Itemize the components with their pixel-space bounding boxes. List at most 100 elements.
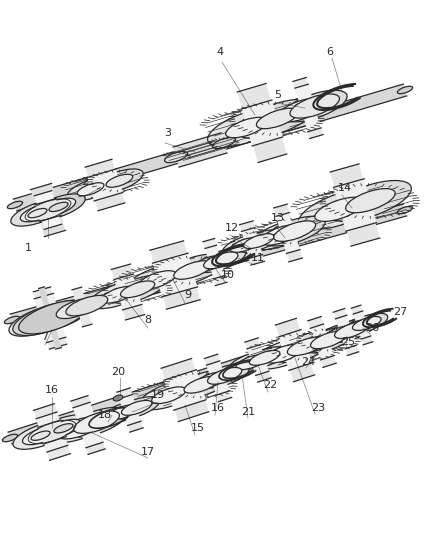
Ellipse shape xyxy=(170,370,231,400)
Ellipse shape xyxy=(242,346,287,369)
Ellipse shape xyxy=(252,337,317,369)
Ellipse shape xyxy=(237,99,316,138)
Ellipse shape xyxy=(208,367,242,384)
Polygon shape xyxy=(353,311,371,339)
Ellipse shape xyxy=(315,197,364,221)
Ellipse shape xyxy=(289,331,342,357)
Ellipse shape xyxy=(200,364,249,388)
Text: 1: 1 xyxy=(25,243,32,253)
Polygon shape xyxy=(247,344,269,375)
Text: 23: 23 xyxy=(311,403,325,413)
Ellipse shape xyxy=(335,322,369,338)
Polygon shape xyxy=(35,191,62,229)
Ellipse shape xyxy=(77,183,104,196)
Ellipse shape xyxy=(346,313,388,334)
Polygon shape xyxy=(203,238,227,286)
Polygon shape xyxy=(205,245,225,279)
Ellipse shape xyxy=(18,301,87,334)
Polygon shape xyxy=(173,133,227,167)
Text: 9: 9 xyxy=(184,290,191,300)
Ellipse shape xyxy=(31,431,50,440)
Text: 16: 16 xyxy=(45,385,59,395)
Ellipse shape xyxy=(336,316,378,337)
Polygon shape xyxy=(150,241,200,309)
Text: 16: 16 xyxy=(211,403,225,413)
Ellipse shape xyxy=(328,181,411,221)
Text: 21: 21 xyxy=(241,407,255,417)
Ellipse shape xyxy=(26,300,91,332)
Ellipse shape xyxy=(67,177,117,201)
Text: 24: 24 xyxy=(301,357,315,367)
Ellipse shape xyxy=(249,350,280,365)
Ellipse shape xyxy=(100,401,146,423)
Ellipse shape xyxy=(315,322,365,346)
Ellipse shape xyxy=(251,220,312,250)
Text: 6: 6 xyxy=(326,47,333,57)
Ellipse shape xyxy=(287,337,325,356)
Ellipse shape xyxy=(16,309,65,333)
Ellipse shape xyxy=(34,415,91,442)
Ellipse shape xyxy=(299,189,382,230)
Ellipse shape xyxy=(108,405,138,419)
Text: 4: 4 xyxy=(216,47,223,57)
Ellipse shape xyxy=(353,317,381,330)
Polygon shape xyxy=(38,420,66,444)
Polygon shape xyxy=(72,287,92,327)
Text: 11: 11 xyxy=(251,253,265,263)
Ellipse shape xyxy=(276,98,326,122)
Ellipse shape xyxy=(43,419,81,438)
Polygon shape xyxy=(31,183,65,237)
Text: 13: 13 xyxy=(271,213,285,223)
Polygon shape xyxy=(293,77,323,139)
Ellipse shape xyxy=(4,316,20,324)
Polygon shape xyxy=(36,412,68,452)
Ellipse shape xyxy=(106,174,133,187)
Ellipse shape xyxy=(260,225,302,245)
Ellipse shape xyxy=(125,263,191,296)
Ellipse shape xyxy=(346,189,395,213)
Ellipse shape xyxy=(113,395,123,401)
Polygon shape xyxy=(205,354,232,402)
Polygon shape xyxy=(276,318,314,382)
Ellipse shape xyxy=(208,108,288,147)
Polygon shape xyxy=(333,179,377,231)
Polygon shape xyxy=(310,324,334,360)
Ellipse shape xyxy=(49,202,68,212)
Ellipse shape xyxy=(353,321,367,329)
Polygon shape xyxy=(87,169,123,201)
Ellipse shape xyxy=(264,216,325,246)
Polygon shape xyxy=(33,403,71,461)
Ellipse shape xyxy=(274,221,316,241)
Ellipse shape xyxy=(184,376,218,393)
Ellipse shape xyxy=(192,255,226,272)
Polygon shape xyxy=(241,228,262,259)
Ellipse shape xyxy=(56,298,98,319)
Text: 19: 19 xyxy=(151,390,165,400)
Ellipse shape xyxy=(283,90,347,122)
Ellipse shape xyxy=(196,248,246,272)
Ellipse shape xyxy=(212,138,235,149)
Text: 14: 14 xyxy=(338,183,352,193)
Ellipse shape xyxy=(290,94,339,118)
Text: 27: 27 xyxy=(393,307,407,317)
Ellipse shape xyxy=(9,305,74,336)
Ellipse shape xyxy=(323,326,357,342)
Ellipse shape xyxy=(194,372,229,389)
Ellipse shape xyxy=(236,230,282,252)
Polygon shape xyxy=(240,221,265,265)
Ellipse shape xyxy=(174,261,212,279)
Text: 8: 8 xyxy=(145,315,152,325)
Ellipse shape xyxy=(311,331,347,349)
Polygon shape xyxy=(117,388,143,432)
Text: 17: 17 xyxy=(141,447,155,457)
Ellipse shape xyxy=(273,331,338,362)
Polygon shape xyxy=(206,361,230,395)
Ellipse shape xyxy=(94,169,143,193)
Ellipse shape xyxy=(297,335,333,353)
Ellipse shape xyxy=(7,201,23,209)
Polygon shape xyxy=(274,204,302,262)
Ellipse shape xyxy=(114,397,159,419)
Ellipse shape xyxy=(20,203,58,222)
Polygon shape xyxy=(164,370,206,410)
Polygon shape xyxy=(11,204,406,326)
